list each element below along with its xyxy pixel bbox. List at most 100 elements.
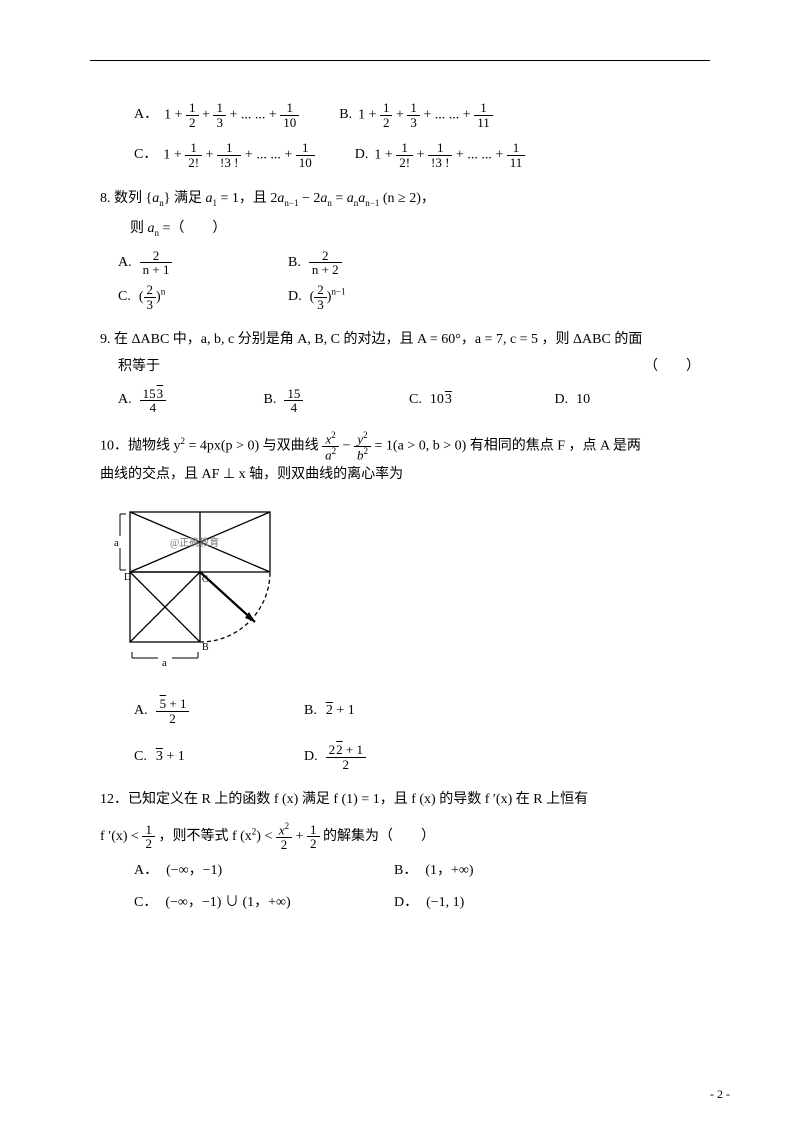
q7-row1: A． 1 + 12 + 13 + ... ... + 110 B. 1 + 12… <box>134 101 700 129</box>
t: )， <box>416 191 435 206</box>
q12-opts-row1: A．(−∞，−1) B． (1，+∞) <box>134 858 700 885</box>
t: − 2 <box>298 191 320 206</box>
t: 1 + <box>164 107 186 122</box>
label: C. <box>118 284 131 311</box>
n: 22 + 1 <box>326 743 366 757</box>
label: B. <box>304 698 317 725</box>
n: 15 <box>284 387 303 401</box>
label: A． <box>134 858 158 885</box>
q7-a-expr: 1 + 12 + 13 + ... ... + 110 <box>164 101 299 129</box>
q12-option-b: B． (1，+∞) <box>394 858 564 885</box>
label-d: D <box>124 572 131 583</box>
val: 2 + 1 <box>325 698 355 725</box>
e: n <box>161 287 166 297</box>
frac: 12 <box>186 101 199 129</box>
q10-opts-row2: C. 3 + 1 D. 22 + 12 <box>134 743 700 771</box>
frac: 12! <box>185 141 202 169</box>
q9-option-d: D. 10 <box>555 387 701 415</box>
d: 10 <box>296 155 315 170</box>
n: 2 <box>140 249 173 263</box>
q10-opts-row1: A. 5 + 12 B. 2 + 1 <box>134 697 700 725</box>
d: 2 <box>142 836 155 851</box>
d: 2 <box>156 711 190 726</box>
diagram-svg: a a D C B @正确教育 <box>110 502 285 672</box>
q7-d-expr: 1 + 12! + 1!3 ! + ... ... + 111 <box>374 141 525 169</box>
frac: x2a2 <box>322 431 339 462</box>
q7-option-c: C． 1 + 12! + 1!3 ! + ... ... + 110 <box>134 141 315 169</box>
n: 153 <box>140 387 167 401</box>
q10-stem2: 曲线的交点，且 AF ⊥ x 轴，则双曲线的离心率为 <box>100 462 700 489</box>
label: B. <box>264 387 277 414</box>
t: ，则不等式 f (x <box>158 829 251 844</box>
page: A． 1 + 12 + 13 + ... ... + 110 B. 1 + 12… <box>0 0 800 1132</box>
t: f ′(x) < <box>100 829 142 844</box>
t: 1 + <box>163 148 185 163</box>
q8-stem: 8. 数列 {an} 满足 a1 = 1，且 2an−1 − 2an = ana… <box>100 186 700 213</box>
label: D. <box>288 284 302 311</box>
e: n−1 <box>331 287 345 297</box>
q9: 9. 在 ΔABC 中，a, b, c 分别是角 A, B, C 的对边，且 A… <box>100 327 700 414</box>
q10-option-c: C. 3 + 1 <box>134 743 304 771</box>
q8-option-d: D. (23)n−1 <box>288 283 458 311</box>
t: = 4px(p > 0) 与双曲线 <box>185 438 322 453</box>
label: C. <box>409 387 422 414</box>
expr: (23)n−1 <box>310 283 346 311</box>
frac: x22 <box>276 822 292 852</box>
q10-option-b: B. 2 + 1 <box>304 697 474 725</box>
t: + ... ... + <box>423 107 474 122</box>
val: (−1, 1) <box>426 890 464 917</box>
val: (1，+∞) <box>425 858 473 885</box>
d: a2 <box>322 446 339 462</box>
n: 1 <box>217 141 241 155</box>
d: 2 <box>307 836 320 851</box>
frac: 23 <box>144 283 157 311</box>
n: 1 <box>307 823 320 837</box>
label: B． <box>394 858 417 885</box>
q9-option-c: C. 103 <box>409 387 555 415</box>
top-rule <box>90 60 710 61</box>
n: 1 <box>142 823 155 837</box>
q7-b-expr: 1 + 12 + 13 + ... ... + 111 <box>358 101 493 129</box>
frac: 23 <box>314 283 327 311</box>
label-a-bottom: a <box>162 657 167 669</box>
q7-c-expr: 1 + 12! + 1!3 ! + ... ... + 110 <box>163 141 314 169</box>
val: (−∞，−1) ∪ (1，+∞) <box>165 890 290 917</box>
q7-a-label: A． <box>134 102 158 129</box>
q12-stem1: 12．已知定义在 R 上的函数 f (x) 满足 f (1) = 1，且 f (… <box>100 787 700 814</box>
label: C． <box>134 890 157 917</box>
label: D. <box>304 744 318 771</box>
label: D. <box>555 387 569 414</box>
q7-c-label: C． <box>134 142 157 169</box>
t: （ ） <box>644 354 700 381</box>
frac: 22 + 12 <box>326 743 366 771</box>
t: = 1，且 2 <box>217 191 277 206</box>
d: 3 <box>144 297 157 312</box>
frac: 1534 <box>140 387 167 415</box>
frac: 1!3 ! <box>217 141 241 169</box>
label-b: B <box>202 642 209 653</box>
q8: 8. 数列 {an} 满足 a1 = 1，且 2an−1 − 2an = ana… <box>100 186 700 312</box>
frac: 111 <box>507 141 526 169</box>
d: !3 ! <box>428 155 452 170</box>
q8-opts-row1: A. 2n + 1 B. 2n + 2 <box>118 249 700 277</box>
n: 2 <box>309 249 342 263</box>
t: 的解集为（ ） <box>323 829 435 844</box>
q10-diagram: a a D C B @正确教育 <box>110 502 700 683</box>
d: 2! <box>185 155 202 170</box>
q7-option-b: B. 1 + 12 + 13 + ... ... + 111 <box>339 101 492 129</box>
q12-option-a: A．(−∞，−1) <box>134 858 394 885</box>
d: 4 <box>284 400 303 415</box>
q9-opts: A. 1534 B. 154 C. 103 D. 10 <box>118 387 700 415</box>
content-area: A． 1 + 12 + 13 + ... ... + 110 B. 1 + 12… <box>70 101 730 917</box>
n: y2 <box>354 431 371 446</box>
d: 2 <box>276 837 292 852</box>
t: + ... ... + <box>229 107 280 122</box>
q7-b-label: B. <box>339 102 352 129</box>
q10-option-d: D. 22 + 12 <box>304 743 474 771</box>
n: 1 <box>507 141 526 155</box>
t: } 满足 <box>164 191 206 206</box>
t: a <box>347 191 354 206</box>
d: 4 <box>140 400 167 415</box>
d: 2! <box>396 155 413 170</box>
d: n + 1 <box>140 262 173 277</box>
